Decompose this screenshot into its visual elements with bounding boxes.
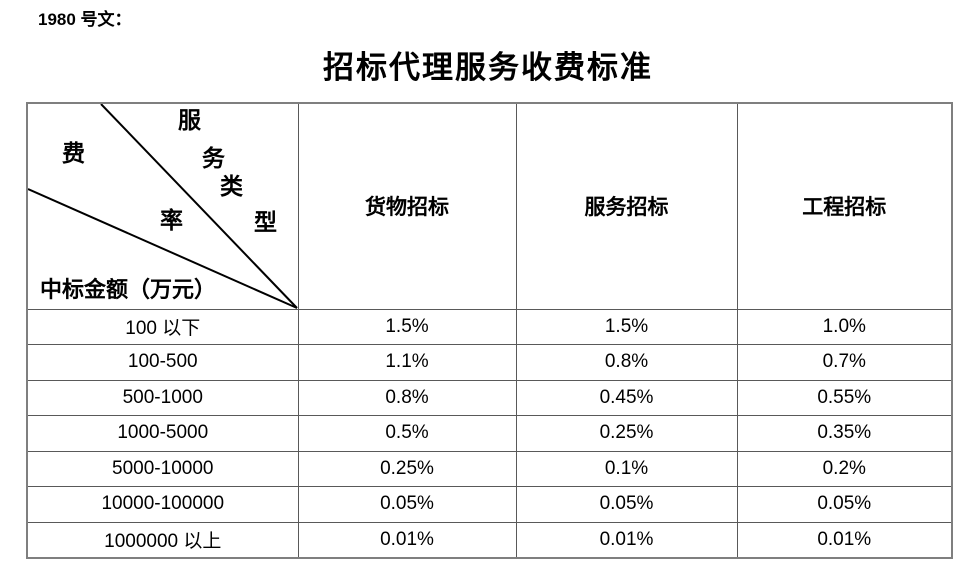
service-type-label-char: 服 [178, 108, 201, 133]
rate-cell: 0.5% [297, 415, 517, 452]
table-row: 500-1000 0.8% 0.45% 0.55% [26, 379, 953, 416]
table-row: 100-500 1.1% 0.8% 0.7% [26, 344, 953, 381]
rate-cell: 0.45% [515, 379, 738, 416]
amount-cell: 1000-5000 [26, 415, 299, 452]
rate-cell: 0.7% [736, 344, 953, 381]
rate-cell: 0.01% [736, 521, 953, 558]
rate-cell: 0.55% [736, 379, 953, 416]
rate-cell: 0.05% [736, 486, 953, 523]
fee-table: 服 务 类 型 费 率 中标金额（万元） 货物招标 服务招标 工程招标 100 … [26, 102, 953, 559]
rate-cell: 0.01% [297, 521, 517, 558]
rate-cell: 0.2% [736, 450, 953, 487]
amount-cell: 500-1000 [26, 379, 299, 416]
rate-cell: 0.8% [297, 379, 517, 416]
service-type-label-char: 型 [254, 210, 277, 235]
table-row: 1000-5000 0.5% 0.25% 0.35% [26, 415, 953, 452]
rate-cell: 1.5% [515, 308, 738, 345]
table-row: 100 以下 1.5% 1.5% 1.0% [26, 308, 953, 345]
fee-rate-label-char: 费 [62, 141, 85, 166]
service-type-label-char: 务 [202, 146, 225, 171]
amount-cell: 10000-100000 [26, 486, 299, 523]
amount-cell: 5000-10000 [26, 450, 299, 487]
rate-cell: 0.35% [736, 415, 953, 452]
rate-cell: 0.05% [297, 486, 517, 523]
fee-rate-label-char: 率 [160, 208, 183, 233]
column-header-goods: 货物招标 [297, 102, 517, 310]
rate-cell: 0.8% [515, 344, 738, 381]
page-title: 招标代理服务收费标准 [323, 50, 653, 85]
table-row: 5000-10000 0.25% 0.1% 0.2% [26, 450, 953, 487]
amount-cell: 100 以下 [26, 308, 299, 345]
amount-cell: 100-500 [26, 344, 299, 381]
rate-cell: 1.1% [297, 344, 517, 381]
rate-cell: 0.05% [515, 486, 738, 523]
corner-cell: 服 务 类 型 费 率 中标金额（万元） [26, 102, 299, 310]
rate-cell: 1.5% [297, 308, 517, 345]
column-header-services: 服务招标 [515, 102, 738, 310]
table-row: 10000-100000 0.05% 0.05% 0.05% [26, 486, 953, 523]
diagonal-lines [28, 104, 298, 309]
service-type-label-char: 类 [220, 174, 243, 199]
column-header-works: 工程招标 [736, 102, 953, 310]
table-header-row: 服 务 类 型 费 率 中标金额（万元） 货物招标 服务招标 工程招标 [26, 102, 953, 310]
rate-cell: 1.0% [736, 308, 953, 345]
amount-axis-label: 中标金额（万元） [40, 277, 217, 302]
rate-cell: 0.25% [297, 450, 517, 487]
table-row: 1000000 以上 0.01% 0.01% 0.01% [26, 521, 953, 558]
amount-cell: 1000000 以上 [26, 521, 299, 558]
rate-cell: 0.25% [515, 415, 738, 452]
doc-ref: 1980 号文： [38, 10, 132, 29]
rate-cell: 0.01% [515, 521, 738, 558]
rate-cell: 0.1% [515, 450, 738, 487]
